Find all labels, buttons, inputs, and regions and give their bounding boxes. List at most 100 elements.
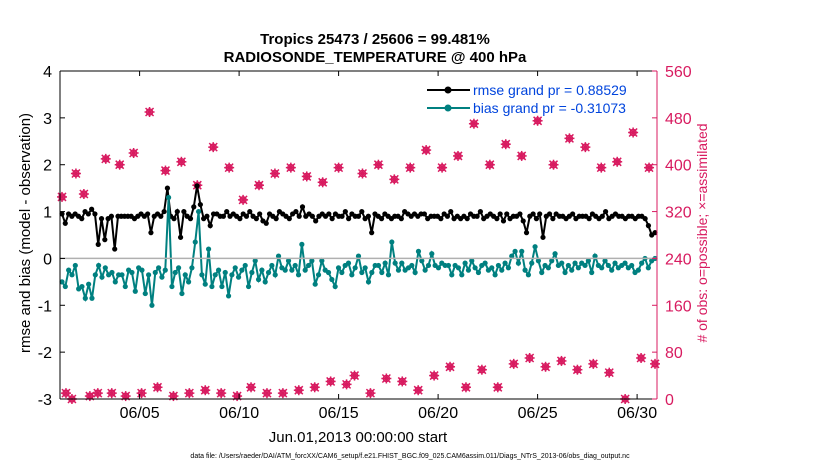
obs-assimilated-point: [492, 382, 503, 393]
obs-assimilated-point: [532, 115, 543, 126]
bias-point: [552, 251, 558, 257]
bias-point: [415, 248, 422, 254]
rmse-point: [171, 216, 177, 222]
obs-assimilated-point: [106, 388, 117, 399]
data-file-footer: data file: /Users/raeder/DAI/ATM_forcXX/…: [190, 453, 630, 460]
y-axis-left-label: rmse and bias (model - observation): [17, 113, 34, 353]
x-tick-label: 06/20: [418, 405, 458, 422]
rmse-point: [59, 211, 65, 217]
obs-assimilated-point: [216, 388, 227, 399]
bias-point: [229, 272, 235, 278]
rmse-point: [273, 216, 279, 222]
rmse-point: [645, 223, 652, 229]
bias-point: [99, 274, 105, 280]
x-tick-label: 06/30: [617, 405, 657, 422]
rmse-point: [570, 211, 576, 217]
obs-assimilated-point: [70, 168, 81, 179]
bias-point: [449, 272, 455, 278]
rmse-point: [309, 213, 315, 219]
y-right-tick-label: 320: [665, 205, 692, 222]
rmse-point: [599, 213, 605, 219]
bias-point: [385, 272, 392, 278]
bias-point: [109, 269, 115, 276]
bias-point: [129, 269, 135, 276]
obs-assimilated-point: [628, 127, 639, 138]
x-tick-label: 06/25: [518, 405, 558, 422]
bias-point: [82, 295, 88, 301]
obs-assimilated-point: [397, 376, 408, 387]
bias-point: [96, 262, 102, 269]
bias-point: [302, 267, 308, 273]
rmse-point: [187, 216, 194, 222]
y-left-tick-label: -1: [38, 298, 52, 315]
rmse-point: [540, 234, 546, 240]
rmse-point: [398, 216, 404, 222]
rmse-point: [313, 218, 319, 224]
bias-point: [209, 283, 215, 290]
bias-point: [295, 272, 302, 278]
rmse-point: [177, 234, 184, 240]
rmse-point: [474, 213, 480, 219]
obs-assimilated-point: [341, 379, 352, 390]
bias-point: [549, 258, 555, 264]
bias-point: [315, 272, 322, 278]
bias-point: [66, 267, 72, 273]
rmse-point: [145, 211, 151, 217]
rmse-point: [257, 211, 263, 217]
obs-assimilated-point: [293, 385, 304, 396]
obs-assimilated-point: [644, 162, 655, 173]
obs-assimilated-point: [301, 171, 312, 182]
obs-assimilated-point: [556, 355, 567, 366]
obs-assimilated-point: [160, 165, 171, 176]
rmse-point: [520, 218, 526, 224]
bias-point: [492, 272, 498, 278]
rmse-point: [602, 208, 609, 215]
bias-point: [289, 267, 295, 273]
rmse-point: [112, 246, 118, 252]
rmse-point: [326, 211, 332, 217]
bias-point: [269, 262, 275, 269]
bias-point: [512, 248, 518, 254]
obs-assimilated-point: [524, 353, 535, 363]
y-left-tick-label: -3: [38, 392, 52, 409]
obs-assimilated-point: [317, 177, 328, 188]
rmse-point: [448, 208, 454, 215]
bias-point: [282, 267, 288, 273]
axis-ticks: -3 -2 -1 0 1 2 3 4 0 80 160 240 320 400 480 560 06/05 06/…: [38, 64, 692, 422]
rmse-point: [95, 241, 101, 247]
bias-point: [222, 269, 228, 276]
bias-point: [379, 269, 385, 276]
rmse-point: [438, 216, 444, 222]
obs-assimilated-point: [184, 388, 195, 399]
obs-assimilated-point: [508, 358, 519, 369]
obs-assimilated-point: [176, 156, 187, 167]
bias-point: [122, 283, 128, 290]
bias-point: [249, 269, 255, 276]
bias-point: [469, 258, 475, 264]
obs-assimilated-point: [254, 180, 264, 191]
bias-point: [392, 260, 398, 266]
obs-assimilated-point: [516, 150, 527, 161]
obs-assimilated-point: [349, 370, 360, 381]
y-left-tick-label: 0: [43, 251, 52, 268]
rmse-point: [194, 183, 200, 189]
bias-point: [245, 283, 252, 290]
rmse-point: [161, 208, 167, 215]
obs-assimilated-point: [548, 159, 559, 170]
bias-point: [205, 246, 212, 252]
rmse-point: [148, 230, 154, 236]
bias-point: [305, 262, 312, 269]
obs-assimilated-point: [78, 189, 89, 199]
bias-point: [355, 253, 362, 259]
rmse-point: [533, 216, 540, 222]
obs-assimilated-point: [540, 361, 551, 372]
bias-point: [255, 276, 262, 283]
rmse-point: [477, 208, 483, 215]
rmse-point: [247, 208, 253, 215]
bias-point: [622, 260, 628, 266]
bias-point: [589, 269, 595, 276]
rmse-point: [421, 211, 427, 217]
bias-point: [565, 262, 571, 269]
y-left-tick-label: 4: [43, 64, 52, 81]
